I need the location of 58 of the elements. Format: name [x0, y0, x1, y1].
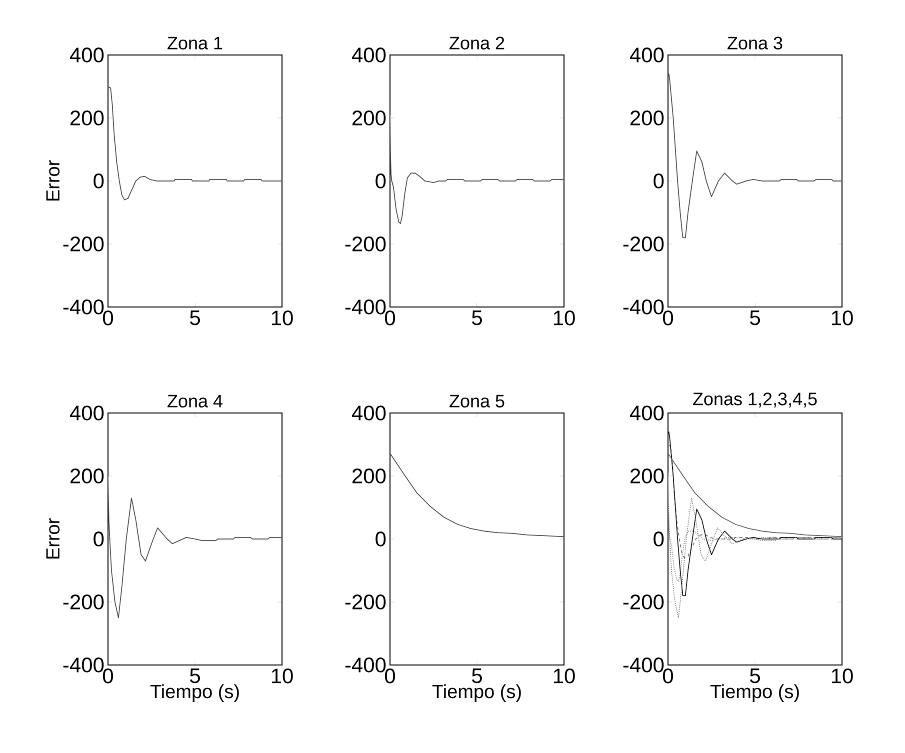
line-series [108, 86, 282, 200]
y-tick-label: -400 [345, 658, 386, 672]
y-tick-label: -200 [345, 236, 386, 252]
y-tick-label: -400 [345, 300, 386, 314]
x-tick-label: 10 [832, 310, 853, 326]
x-axis-title: Tiempo (s) [710, 684, 799, 702]
y-tick-label: 0 [376, 532, 386, 546]
y-tick-label: 200 [70, 468, 104, 484]
y-axis-title: Error [46, 518, 60, 559]
chart-title: Zona 3 [728, 36, 782, 50]
y-tick-label: -200 [63, 594, 104, 610]
chart-title: Zona 1 [168, 36, 222, 50]
x-axis-title: Tiempo (s) [150, 684, 239, 702]
y-tick-label: 400 [352, 406, 386, 420]
chart-title: Zona 2 [450, 36, 504, 50]
y-tick-label: -400 [623, 658, 664, 672]
y-tick-label: 0 [376, 174, 386, 188]
y-tick-label: 200 [352, 468, 386, 484]
y-tick-label: 0 [94, 532, 104, 546]
y-tick-label: -200 [345, 594, 386, 610]
y-tick-label: 200 [70, 110, 104, 126]
y-tick-label: -200 [63, 236, 104, 252]
y-tick-label: 200 [630, 468, 664, 484]
y-tick-label: 400 [630, 48, 664, 62]
x-tick-label: 10 [832, 668, 853, 684]
x-tick-label: 10 [272, 668, 293, 684]
chart-title: Zona 4 [168, 394, 222, 408]
y-tick-label: -200 [623, 594, 664, 610]
y-tick-label: 0 [654, 532, 664, 546]
line-series [390, 452, 564, 537]
line-series [668, 431, 842, 596]
y-tick-label: -400 [63, 658, 104, 672]
y-tick-label: 400 [70, 406, 104, 420]
chart-title: Zona 5 [450, 394, 504, 408]
x-tick-label: 5 [190, 668, 200, 684]
y-tick-label: 400 [352, 48, 386, 62]
y-tick-label: -200 [623, 236, 664, 252]
line-series [668, 452, 842, 537]
y-tick-label: 0 [94, 174, 104, 188]
x-tick-label: 5 [472, 310, 482, 326]
chart-title: Zonas 1,2,3,4,5 [693, 392, 817, 408]
x-tick-label: 10 [554, 668, 575, 684]
x-tick-label: 10 [554, 310, 575, 326]
y-tick-label: 400 [70, 48, 104, 62]
y-axis-title: Error [46, 160, 60, 201]
y-tick-label: 0 [654, 174, 664, 188]
x-axis-title: Tiempo (s) [432, 684, 521, 702]
y-tick-label: 200 [352, 110, 386, 126]
line-series [668, 73, 842, 238]
y-tick-label: 400 [630, 406, 664, 420]
x-tick-label: 5 [750, 668, 760, 684]
y-tick-label: -400 [623, 300, 664, 314]
x-tick-label: 10 [272, 310, 293, 326]
x-tick-label: 5 [190, 310, 200, 326]
x-tick-label: 5 [472, 668, 482, 684]
x-tick-label: 5 [750, 310, 760, 326]
y-tick-label: -400 [63, 300, 104, 314]
y-tick-label: 200 [630, 110, 664, 126]
